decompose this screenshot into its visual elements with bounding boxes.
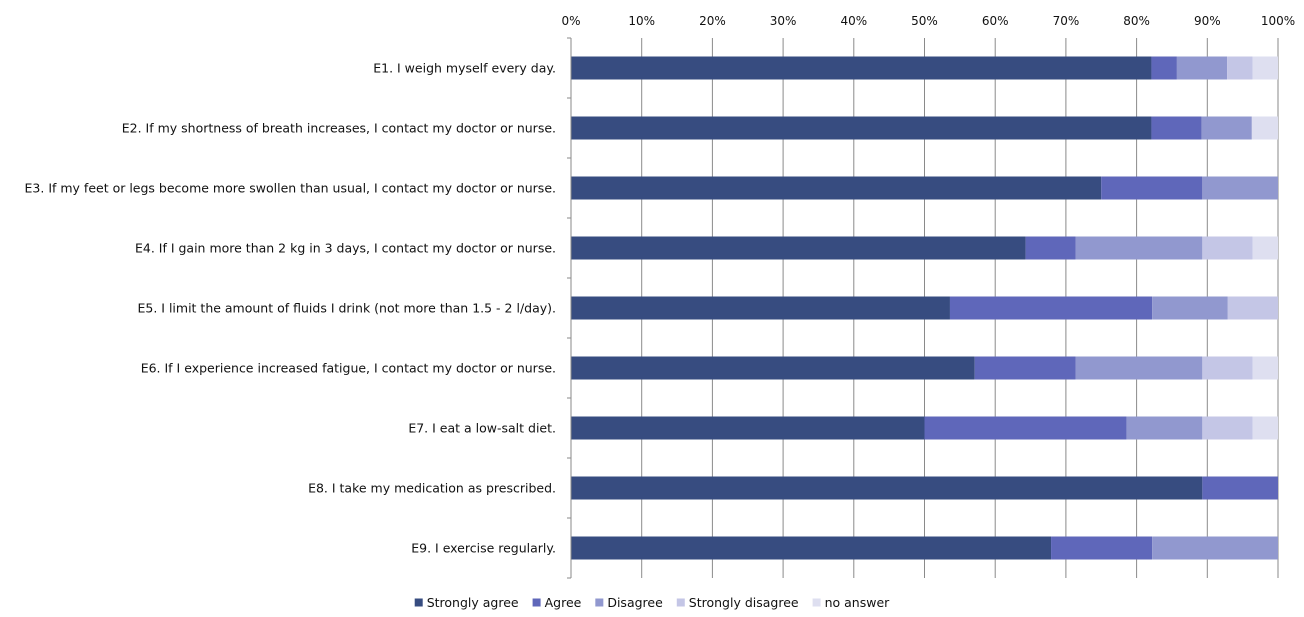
bar-segment <box>1202 416 1253 440</box>
bar-segment <box>1051 536 1153 560</box>
bar-segment <box>571 356 975 380</box>
legend-label: Disagree <box>607 595 663 610</box>
bar-segment <box>571 116 1152 140</box>
category-label: E2. If my shortness of breath increases,… <box>122 121 556 136</box>
bar-segment <box>1152 536 1278 560</box>
category-label: E1. I weigh myself every day. <box>373 61 556 76</box>
legend-label: no answer <box>825 595 891 610</box>
category-label: E6. If I experience increased fatigue, I… <box>141 361 556 376</box>
bar-segment <box>1227 56 1253 80</box>
category-label: E4. If I gain more than 2 kg in 3 days, … <box>135 241 556 256</box>
bar-segment <box>1152 296 1228 320</box>
x-tick-labels: 0% 10% 20% 30% 40% 50% 60% 70% 80% 90% 100% <box>561 14 1295 28</box>
category-label: E8. I take my medication as prescribed. <box>308 481 556 496</box>
category-label: E9. I exercise regularly. <box>411 541 556 556</box>
x-tick-label: 100% <box>1261 14 1295 28</box>
bar-segment <box>1075 356 1203 380</box>
x-tick-label: 90% <box>1194 14 1221 28</box>
x-tick-label: 10% <box>628 14 655 28</box>
legend-label: Strongly disagree <box>689 595 799 610</box>
bars-layer <box>571 56 1278 560</box>
legend-swatch <box>414 598 423 607</box>
x-tick-label: 30% <box>770 14 797 28</box>
legend-swatch <box>812 598 821 607</box>
axis-layer <box>567 37 572 579</box>
legend-swatch <box>532 598 541 607</box>
bar-segment <box>974 356 1076 380</box>
category-label: E7. I eat a low-salt diet. <box>408 421 556 436</box>
bar-segment <box>1126 416 1203 440</box>
bar-segment <box>1025 236 1076 260</box>
bar-segment <box>1252 56 1278 80</box>
bar-segment <box>571 56 1152 80</box>
bar-segment <box>1201 116 1252 140</box>
x-tick-label: 60% <box>982 14 1009 28</box>
category-label: E3. If my feet or legs become more swoll… <box>25 181 556 196</box>
x-tick-label: 20% <box>699 14 726 28</box>
bar-segment <box>571 176 1102 200</box>
bar-segment <box>1151 116 1202 140</box>
x-tick-label: 50% <box>911 14 938 28</box>
bar-segment <box>1252 236 1278 260</box>
bar-segment <box>1202 476 1278 500</box>
bar-segment <box>1101 176 1203 200</box>
legend-label: Agree <box>545 595 582 610</box>
bar-segment <box>571 416 925 440</box>
bar-segment <box>571 536 1052 560</box>
bar-segment <box>1252 356 1278 380</box>
x-tick-label: 40% <box>840 14 867 28</box>
bar-segment <box>1251 116 1278 140</box>
legend-label: Strongly agree <box>427 595 519 610</box>
category-labels: E1. I weigh myself every day. E2. If my s… <box>25 61 556 556</box>
bar-segment <box>1176 56 1228 80</box>
bar-segment <box>1151 56 1177 80</box>
category-label: E5. I limit the amount of fluids I drink… <box>137 301 556 316</box>
bar-segment <box>1252 416 1278 440</box>
bar-segment <box>1227 296 1278 320</box>
legend: Strongly agree Agree Disagree Strongly disa… <box>414 595 891 610</box>
bar-segment <box>1202 176 1278 200</box>
x-tick-label: 80% <box>1123 14 1150 28</box>
bar-segment <box>1202 356 1253 380</box>
bar-segment <box>1075 236 1203 260</box>
bar-segment <box>571 236 1026 260</box>
x-tick-label: 70% <box>1053 14 1080 28</box>
bar-segment <box>1202 236 1253 260</box>
legend-swatch <box>676 598 685 607</box>
bar-segment <box>949 296 1153 320</box>
x-tick-label: 0% <box>561 14 580 28</box>
bar-segment <box>571 476 1203 500</box>
legend-swatch <box>595 598 604 607</box>
bar-segment <box>571 296 950 320</box>
bar-segment <box>924 416 1127 440</box>
